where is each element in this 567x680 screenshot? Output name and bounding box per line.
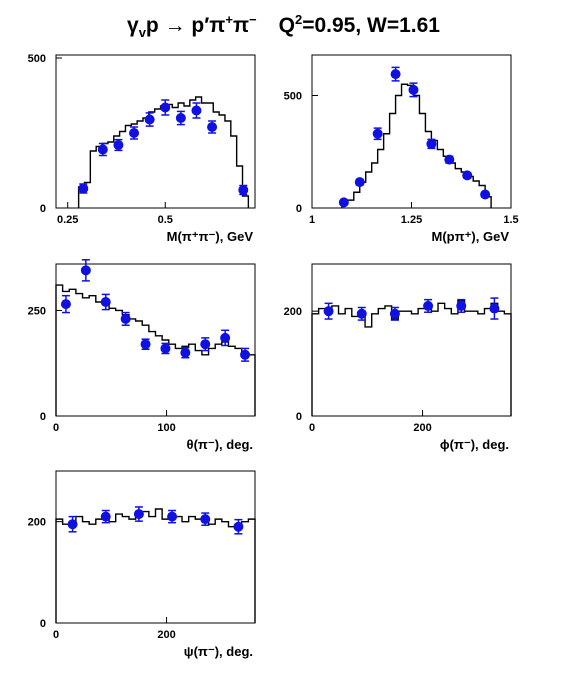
- y-tick-label: 500: [28, 53, 46, 65]
- simulation-histogram: [311, 299, 512, 416]
- y-tick-label: 200: [284, 306, 302, 318]
- data-point: [390, 66, 401, 82]
- data-point: [462, 170, 473, 181]
- x-tick-label: 200: [413, 422, 431, 434]
- y-tick-label: 500: [284, 91, 302, 103]
- data-point: [129, 126, 140, 140]
- x-axis-title: ϕ(π⁻), deg.: [440, 437, 509, 452]
- x-axis-title: ψ(π⁻), deg.: [184, 644, 253, 659]
- x-tick-label: 0: [309, 422, 315, 434]
- data-point: [423, 298, 434, 313]
- x-tick-label: 1.5: [503, 214, 518, 226]
- x-tick-label: 0: [53, 422, 59, 434]
- data-point: [207, 120, 218, 134]
- y-tick-label: 0: [40, 411, 46, 423]
- data-point: [338, 197, 349, 208]
- data-point: [100, 509, 111, 524]
- figure-title: γvp → p′π+π− Q2=0.95, W=1.61: [127, 12, 440, 41]
- x-tick-label: 100: [157, 422, 175, 434]
- data-point: [80, 259, 91, 282]
- plot-frame: [55, 54, 256, 209]
- y-tick-label: 0: [296, 203, 302, 215]
- data-point: [200, 512, 211, 526]
- y-tick-label: 0: [40, 618, 46, 630]
- data-point: [140, 338, 151, 351]
- x-axis-title: θ(π⁻), deg.: [187, 437, 253, 452]
- data-point: [426, 138, 437, 150]
- x-tick-label: 0: [53, 629, 59, 641]
- data-point: [160, 99, 171, 116]
- simulation-histogram: [55, 508, 256, 623]
- data-point: [160, 342, 171, 355]
- data-point: [444, 154, 455, 165]
- data-point: [60, 294, 71, 314]
- data-point: [240, 347, 251, 362]
- plot-panel-4: 0 200 0 200 ϕ(π⁻), deg.: [284, 263, 512, 452]
- data-point: [120, 311, 131, 326]
- x-tick-label: 0.5: [158, 214, 173, 226]
- y-tick-label: 0: [40, 203, 46, 215]
- data-point: [323, 302, 334, 320]
- x-axis-title: M(pπ⁺), GeV: [432, 229, 510, 244]
- data-point: [489, 297, 500, 320]
- data-point: [113, 138, 124, 152]
- data-point: [480, 189, 491, 200]
- data-point: [180, 346, 191, 359]
- data-point: [372, 127, 383, 141]
- y-tick-label: 0: [296, 411, 302, 423]
- plot-panel-5: 0 200 0 200 ψ(π⁻), deg.: [28, 470, 256, 659]
- data-point: [456, 298, 467, 313]
- data-point: [389, 306, 400, 321]
- simulation-histogram: [55, 284, 256, 416]
- data-point: [220, 329, 231, 347]
- data-point: [191, 102, 202, 119]
- y-tick-label: 200: [28, 517, 46, 529]
- data-point: [144, 112, 155, 127]
- plot-frame: [311, 263, 512, 417]
- x-tick-label: 200: [157, 629, 175, 641]
- x-tick-label: 0.25: [57, 214, 78, 226]
- data-point: [78, 183, 89, 194]
- x-tick-label: 1.25: [401, 214, 422, 226]
- data-point: [233, 518, 244, 535]
- data-point: [238, 184, 249, 196]
- y-tick-label: 250: [28, 305, 46, 317]
- plot-panel-2: 1 1.25 1.5 0 500 M(pπ⁺), GeV: [284, 54, 519, 244]
- data-point: [354, 177, 365, 188]
- data-point: [133, 506, 144, 522]
- data-point: [175, 110, 186, 126]
- plot-panel-1: 0.25 0.5 0 500 M(π⁺π⁻), GeV: [28, 53, 256, 244]
- data-point: [167, 509, 178, 524]
- plot-panel-3: 0 100 0 250 θ(π⁻), deg.: [28, 259, 256, 452]
- x-tick-label: 1: [309, 214, 315, 226]
- data-point: [97, 142, 108, 157]
- data-point: [200, 337, 211, 352]
- x-axis-title: M(π⁺π⁻), GeV: [167, 229, 254, 244]
- data-point: [356, 306, 367, 321]
- simulation-histogram: [341, 83, 492, 208]
- data-point: [408, 82, 419, 98]
- data-point: [100, 293, 111, 311]
- plot-frame: [55, 470, 256, 624]
- data-point: [67, 515, 78, 533]
